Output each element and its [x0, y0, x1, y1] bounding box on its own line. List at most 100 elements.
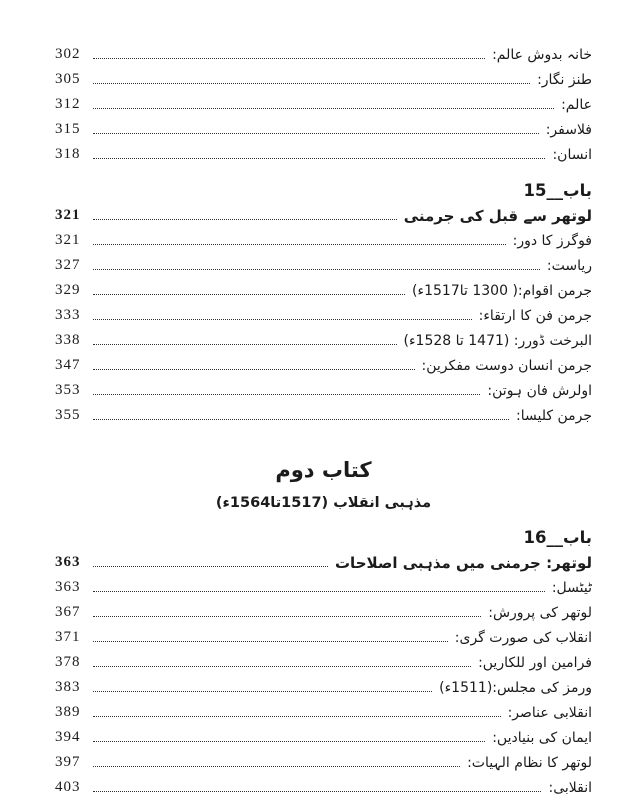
page-number: 389 [55, 704, 81, 720]
chapter-16-heading: باب__16 [523, 528, 592, 547]
toc-row: 371 انقلاب کی صورت گری: [55, 625, 592, 650]
toc-section-chapter-15: 321 لوتھر سے قبل کی جرمنی 321 فوگرز کا د… [55, 203, 592, 428]
dot-leader [93, 158, 546, 159]
entry-label: ٹیٹسل: [551, 579, 592, 596]
toc-row: 403 انقلابی: [55, 775, 592, 800]
toc-row: 353 اولرش فان ہوتن: [55, 378, 592, 403]
dot-leader [93, 666, 472, 667]
toc-row: 329 جرمن اقوام:( 1300 تا1517ء) [55, 278, 592, 303]
entry-label: جرمن فن کا ارتقاء: [478, 307, 592, 324]
dot-leader [93, 58, 486, 59]
toc-row: 312 عالم: [55, 92, 592, 117]
page-number: 397 [55, 754, 81, 770]
page-number: 403 [55, 779, 81, 795]
page-number: 321 [55, 232, 81, 248]
toc-row: 318 انسان: [55, 142, 592, 167]
toc-row: 367 لوتھر کی پرورش: [55, 600, 592, 625]
toc-row: 338 البرخت ڈورر: (1471 تا 1528ء) [55, 328, 592, 353]
page-number: 315 [55, 121, 81, 137]
dot-leader [93, 108, 555, 109]
dot-leader [93, 741, 486, 742]
dot-leader [93, 616, 482, 617]
dot-leader [93, 319, 472, 320]
toc-section-preceding: 302 خانہ بدوش عالم: 305 طنز نگار: 312 عا… [55, 42, 592, 167]
page-number: 363 [55, 579, 81, 595]
page-number: 347 [55, 357, 81, 373]
page-number: 353 [55, 382, 81, 398]
page-number: 394 [55, 729, 81, 745]
dot-leader [93, 133, 539, 134]
entry-label: اولرش فان ہوتن: [487, 382, 592, 399]
toc-row: 363 ٹیٹسل: [55, 575, 592, 600]
page-number: 371 [55, 629, 81, 645]
dot-leader [93, 691, 433, 692]
entry-label: طنز نگار: [537, 71, 592, 88]
entry-label: انقلاب کی صورت گری: [454, 629, 592, 646]
page-number: 321 [55, 207, 81, 223]
dot-leader [93, 269, 540, 270]
page-number: 302 [55, 46, 81, 62]
entry-label: لوتھر سے قبل کی جرمنی [403, 206, 592, 225]
entry-label: جرمن انسان دوست مفکرین: [421, 357, 593, 374]
page-number: 338 [55, 332, 81, 348]
entry-label: لوتھر: جرمنی میں مذہبی اصلاحات [334, 553, 592, 572]
page-number: 318 [55, 146, 81, 162]
toc-row: 315 فلاسفر: [55, 117, 592, 142]
toc-row: 389 انقلابی عناصر: [55, 700, 592, 725]
entry-label: فرامین اور للکاریں: [478, 654, 592, 671]
page-number: 333 [55, 307, 81, 323]
entry-label: عالم: [561, 96, 592, 113]
dot-leader [93, 294, 406, 295]
toc-row: 363 لوتھر: جرمنی میں مذہبی اصلاحات [55, 550, 592, 575]
dot-leader [93, 716, 501, 717]
dot-leader [93, 641, 448, 642]
dot-leader [93, 83, 531, 84]
dot-leader [93, 344, 397, 345]
toc-row: 327 ریاست: [55, 253, 592, 278]
entry-label: خانہ بدوش عالم: [492, 46, 592, 63]
dot-leader [93, 219, 397, 220]
dot-leader [93, 419, 510, 420]
toc-section-chapter-16: 363 لوتھر: جرمنی میں مذہبی اصلاحات 363 ٹ… [55, 550, 592, 800]
book-2-subtitle: مذہبی انقلاب (1517تا1564ء) [215, 495, 432, 511]
page-number: 378 [55, 654, 81, 670]
chapter-15-heading: باب__15 [523, 181, 592, 200]
toc-row: 347 جرمن انسان دوست مفکرین: [55, 353, 592, 378]
entry-label: البرخت ڈورر: (1471 تا 1528ء) [403, 332, 593, 349]
dot-leader [93, 394, 481, 395]
page-number: 355 [55, 407, 81, 423]
page-number: 312 [55, 96, 81, 112]
page-number: 305 [55, 71, 81, 87]
dot-leader [93, 791, 542, 792]
entry-label: فلاسفر: [545, 121, 592, 138]
dot-leader [93, 244, 506, 245]
page-number: 363 [55, 554, 81, 570]
dot-leader [93, 766, 461, 767]
dot-leader [93, 369, 415, 370]
toc-row: 378 فرامین اور للکاریں: [55, 650, 592, 675]
entry-label: انسان: [552, 146, 592, 163]
entry-label: ریاست: [546, 257, 592, 274]
dot-leader [93, 591, 545, 592]
entry-label: لوتھر کی پرورش: [488, 604, 592, 621]
toc-row: 394 ایمان کی بنیادیں: [55, 725, 592, 750]
toc-row: 333 جرمن فن کا ارتقاء: [55, 303, 592, 328]
page-number: 329 [55, 282, 81, 298]
book-2-title: کتاب دوم [275, 458, 372, 482]
entry-label: ایمان کی بنیادیں: [492, 729, 592, 746]
dot-leader [93, 566, 328, 567]
page-number: 327 [55, 257, 81, 273]
toc-row: 355 جرمن کلیسا: [55, 403, 592, 428]
entry-label: ورمز کی مجلس:(1511ء) [439, 679, 592, 696]
toc-row: 305 طنز نگار: [55, 67, 592, 92]
toc-row: 321 فوگرز کا دور: [55, 228, 592, 253]
entry-label: جرمن کلیسا: [516, 407, 592, 424]
entry-label: لوتھر کا نظام الہیات: [467, 754, 592, 771]
toc-row: 383 ورمز کی مجلس:(1511ء) [55, 675, 592, 700]
toc-row: 397 لوتھر کا نظام الہیات: [55, 750, 592, 775]
toc-row: 302 خانہ بدوش عالم: [55, 42, 592, 67]
page-number: 383 [55, 679, 81, 695]
toc-row: 321 لوتھر سے قبل کی جرمنی [55, 203, 592, 228]
page-number: 367 [55, 604, 81, 620]
